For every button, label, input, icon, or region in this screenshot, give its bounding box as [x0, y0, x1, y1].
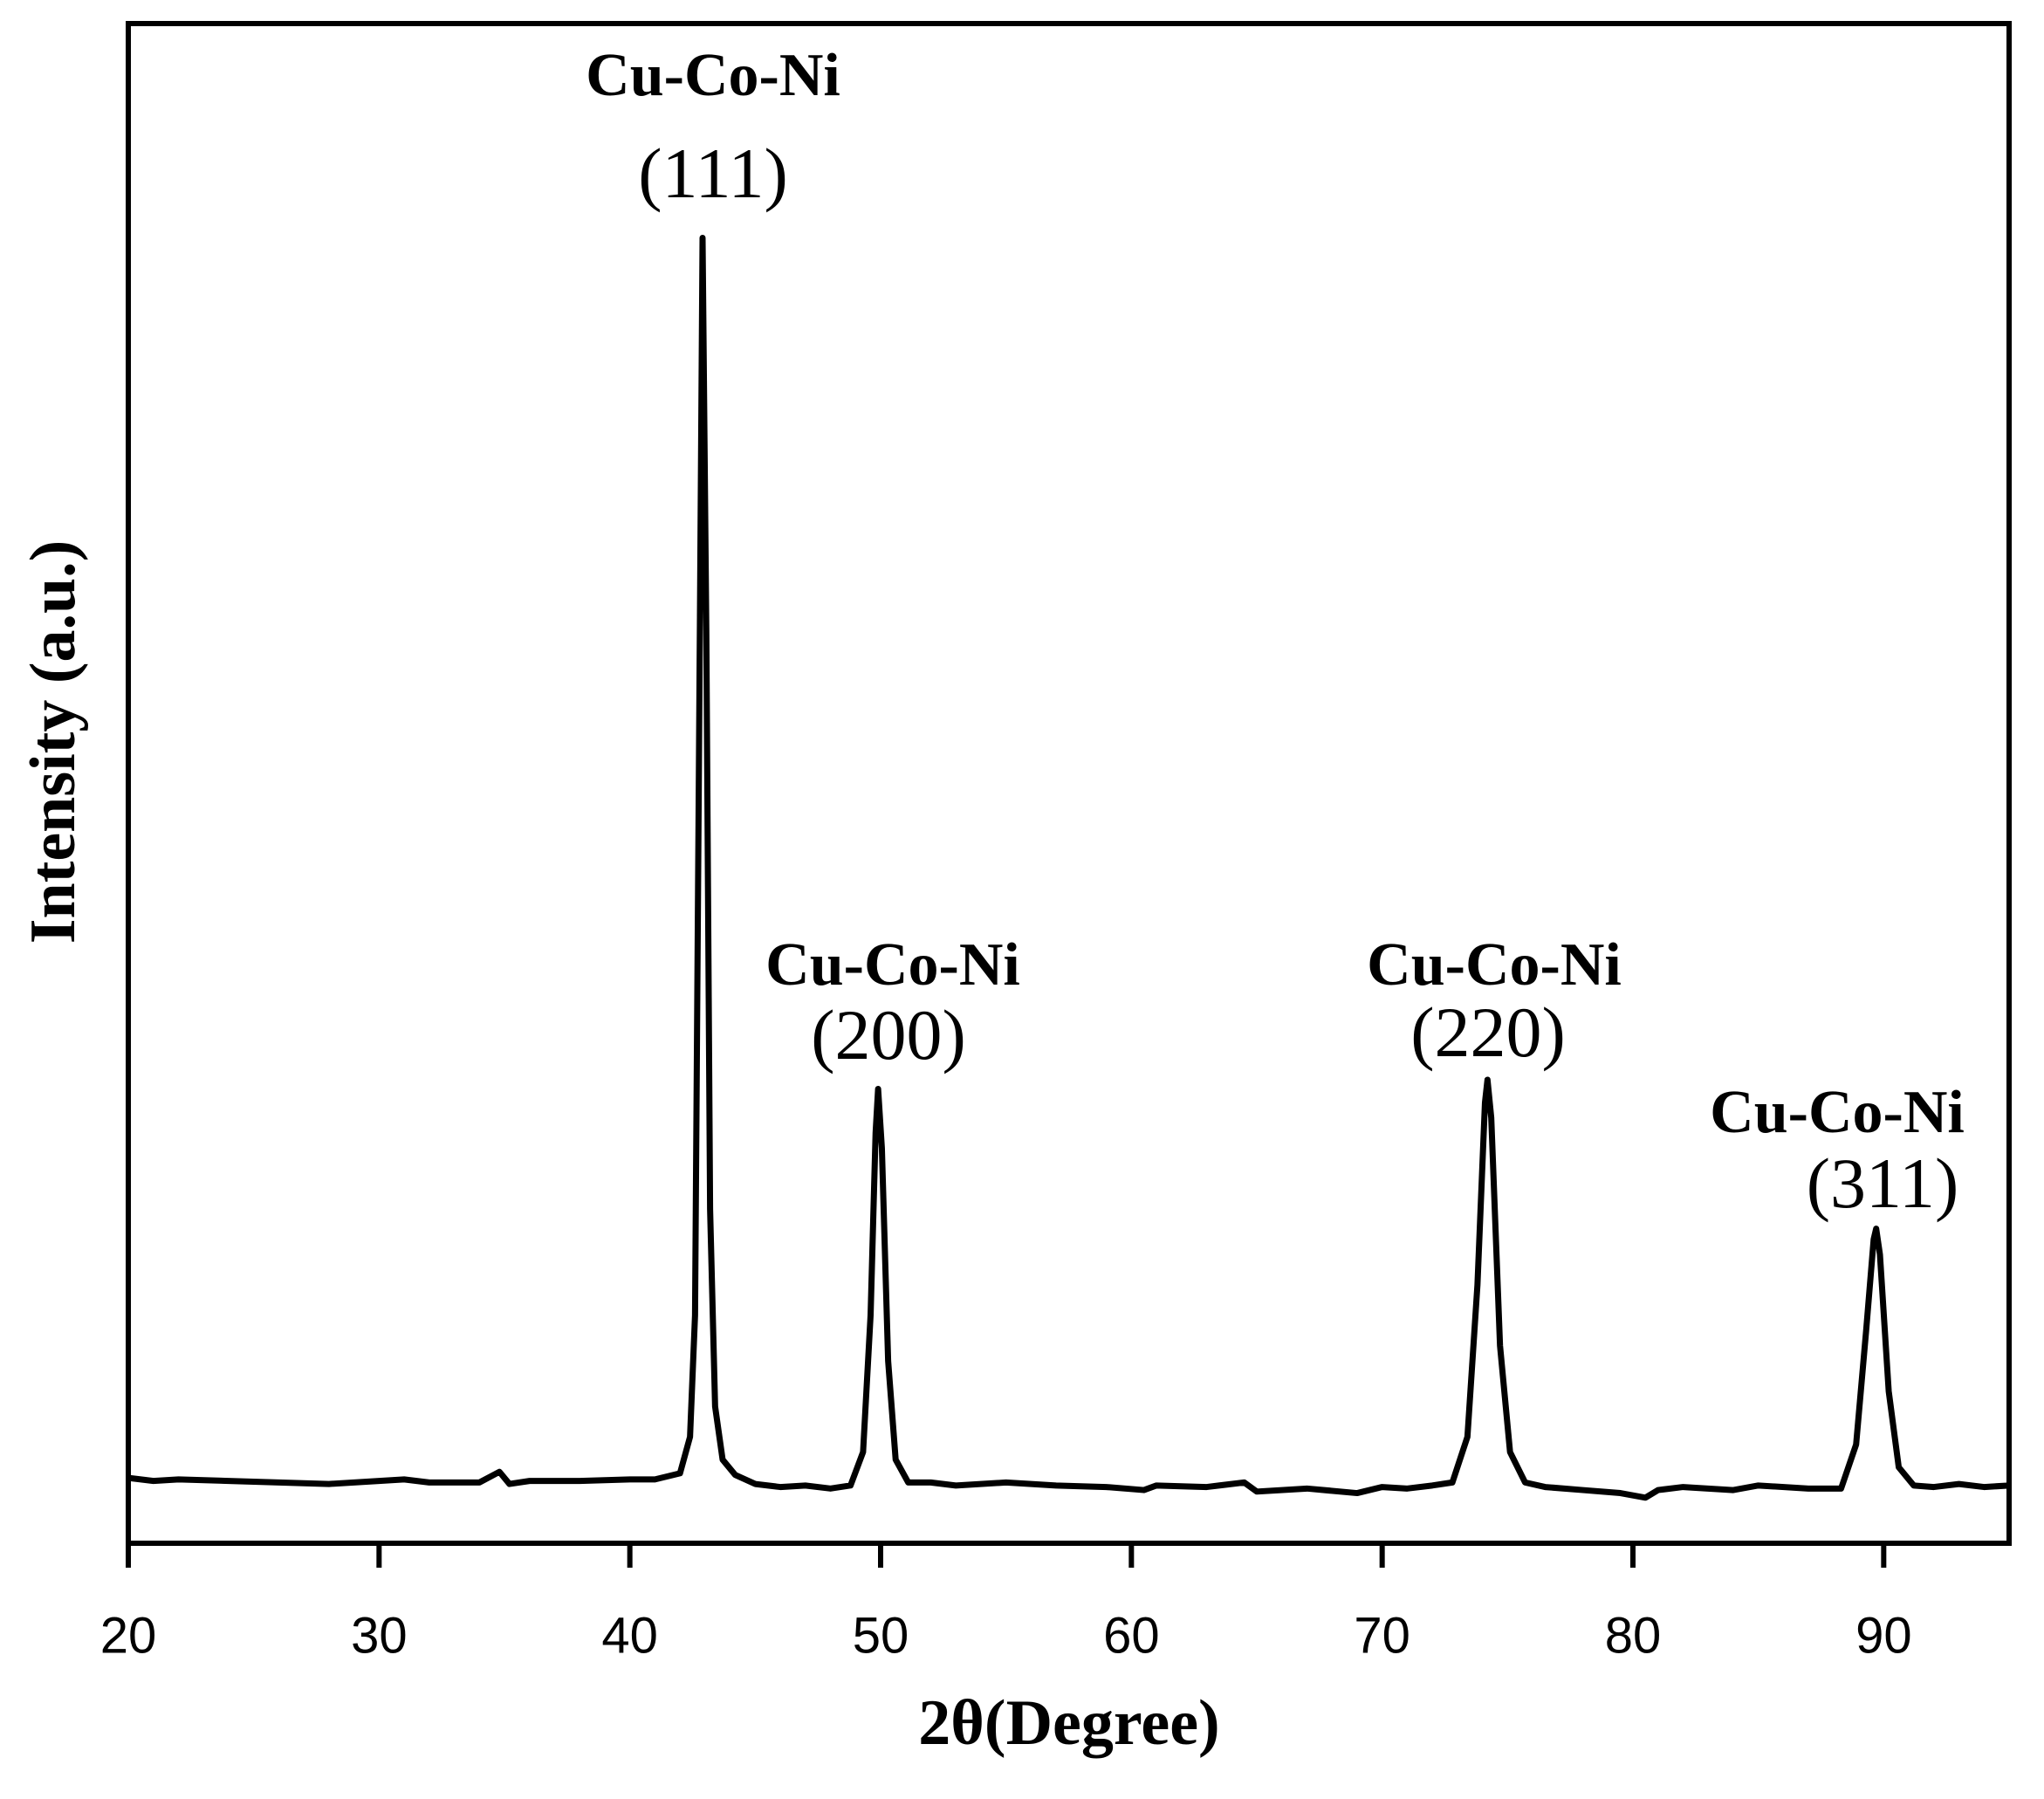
peak-index: (220) — [1410, 992, 1566, 1072]
x-tick-label: 30 — [351, 1607, 408, 1664]
peak-index: (111) — [638, 134, 788, 213]
data-line — [127, 234, 2010, 1501]
x-tick-label: 50 — [853, 1607, 909, 1664]
x-tick-label: 70 — [1354, 1607, 1410, 1664]
peak-label: Cu-Co-Ni — [1367, 931, 1622, 999]
peak-label: Cu-Co-Ni — [765, 931, 1020, 999]
x-tick-label: 40 — [601, 1607, 658, 1664]
y-axis-label: Intensity (a.u.) — [17, 540, 89, 944]
x-tick-label: 80 — [1605, 1607, 1662, 1664]
plot-frame — [126, 21, 2012, 1546]
peak-label: Cu-Co-Ni — [586, 42, 840, 109]
x-tick-label: 90 — [1855, 1607, 1912, 1664]
x-tick-label: 20 — [100, 1607, 157, 1664]
peak-index: (311) — [1807, 1143, 1959, 1223]
peak-label: Cu-Co-Ni — [1710, 1079, 1965, 1146]
x-axis-label: 2θ(Degree) — [918, 1687, 1219, 1759]
x-tick-label: 60 — [1103, 1607, 1160, 1664]
peak-index: (200) — [811, 995, 966, 1075]
